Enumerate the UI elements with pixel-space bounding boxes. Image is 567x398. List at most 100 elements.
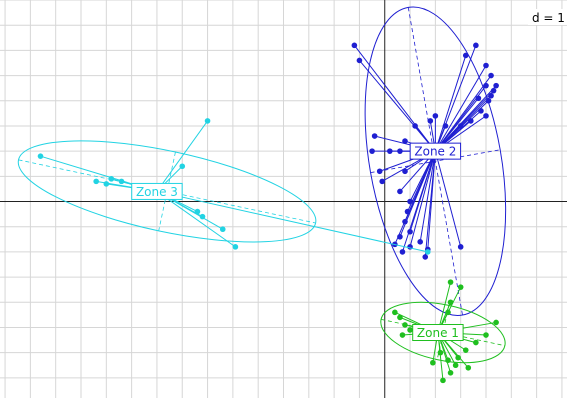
zone-2-point [485, 97, 492, 104]
zone-2-ray [419, 151, 436, 242]
zone-3-ray [156, 191, 236, 248]
zone-2-point [493, 82, 499, 89]
zone-2-point [462, 52, 469, 59]
zone-2-ray [434, 55, 467, 152]
zone-2-point [422, 254, 429, 260]
zone-3-point [118, 178, 125, 185]
zone-2-point [488, 72, 494, 79]
zone-2-point [407, 228, 413, 235]
zone-2-point [399, 249, 406, 255]
zone-1-point [440, 377, 446, 384]
zone-2-point [376, 168, 383, 175]
zone-2-ray [401, 150, 436, 253]
zone-1-point [465, 364, 472, 371]
zone-3-label-box [131, 182, 183, 200]
zone-1-point [437, 349, 444, 356]
zone-2-point [387, 148, 393, 154]
zone-2-label-box [409, 142, 462, 160]
zone-2-point [397, 148, 403, 154]
zone-3-point [219, 226, 226, 233]
zone-2-point [457, 244, 464, 250]
zone-2-ray [394, 150, 436, 245]
zone-3-ray [156, 190, 428, 253]
zone-2-ray [424, 151, 436, 257]
zone-1-point [392, 309, 398, 316]
zone-2-point [478, 108, 484, 114]
zone-2-point [369, 148, 375, 154]
zone-1-point [399, 332, 406, 338]
zone-2-point [351, 42, 358, 49]
zone-1-point [430, 359, 436, 366]
zone-2-ray [434, 97, 479, 152]
zone-2-point [402, 168, 408, 175]
zone-1-point [462, 347, 469, 353]
scale-label: d = 1 [532, 11, 565, 25]
zone-2-ray [409, 151, 436, 247]
zone-2-ellipse-axis-minor [407, 7, 463, 316]
zone-1-group: Zone 1 [380, 279, 506, 384]
zone-1-point [402, 322, 408, 328]
zone-2-point [402, 138, 408, 144]
zone-3-group: Zone 3 [17, 118, 431, 255]
zone-1-point [493, 319, 499, 326]
zone-3-ray [156, 120, 208, 192]
zone-1-label: Zone 1 [417, 326, 459, 340]
zone-2-point [488, 92, 494, 99]
zone-2-point [404, 208, 411, 215]
zone-2-point [442, 123, 449, 129]
zone-2-point [371, 133, 378, 139]
zone-2-point [483, 62, 489, 69]
zone-3-point [194, 208, 201, 215]
zone-3-point [179, 163, 186, 170]
zone-2-point [473, 42, 479, 49]
zone-1-point [455, 354, 461, 361]
zone-2-point [356, 57, 363, 64]
zone-3-label: Zone 3 [136, 185, 178, 199]
zone-2-point [475, 95, 482, 102]
zone-2-point [483, 113, 489, 119]
zone-2-point [457, 123, 464, 129]
zone-1-point [452, 362, 459, 369]
zone-2-point [379, 178, 386, 185]
zone-2-point [432, 113, 439, 119]
zone-2-point [468, 118, 474, 124]
zone-2-point [402, 218, 408, 225]
zone-1-label-box [412, 324, 464, 342]
zone-1-point [397, 314, 403, 321]
zone-1-point [445, 309, 451, 316]
zone-1-point [473, 339, 479, 346]
zone-1-point [447, 299, 454, 306]
series-layer: Zone 2 Zone 3 Zone 1 [17, 6, 507, 384]
scale-label-background [528, 9, 567, 25]
zone-1-point [483, 332, 489, 338]
zone-3-point [199, 213, 206, 220]
zone-3-point [93, 178, 99, 185]
zone-1-point [457, 284, 464, 290]
zone-2-point [483, 82, 489, 89]
zone-1-point [445, 357, 451, 364]
zone-3-point [232, 244, 239, 250]
zone-2-point [407, 198, 413, 205]
zone-2-point [490, 87, 497, 94]
zone-2-label: Zone 2 [414, 145, 456, 159]
zone-2-ray [434, 151, 462, 247]
zone-3-point [108, 176, 115, 182]
zone-3-ellipse-axis-major [18, 159, 316, 224]
zone-3-point [37, 153, 44, 159]
zone-2-point [412, 123, 418, 129]
zone-2-group: Zone 2 [351, 6, 507, 316]
zone-3-point [103, 181, 110, 187]
zone-2-point [427, 118, 434, 124]
zone-1-point [447, 370, 454, 376]
zone-1-point [407, 327, 413, 333]
zone-2-ray [353, 45, 436, 152]
zone-1-point [447, 279, 454, 285]
zone-2-point [397, 188, 403, 195]
zone-3-point [424, 249, 431, 255]
zone-2-point [417, 239, 423, 245]
zone-2-point [397, 233, 403, 240]
zone-3-point [204, 118, 211, 124]
